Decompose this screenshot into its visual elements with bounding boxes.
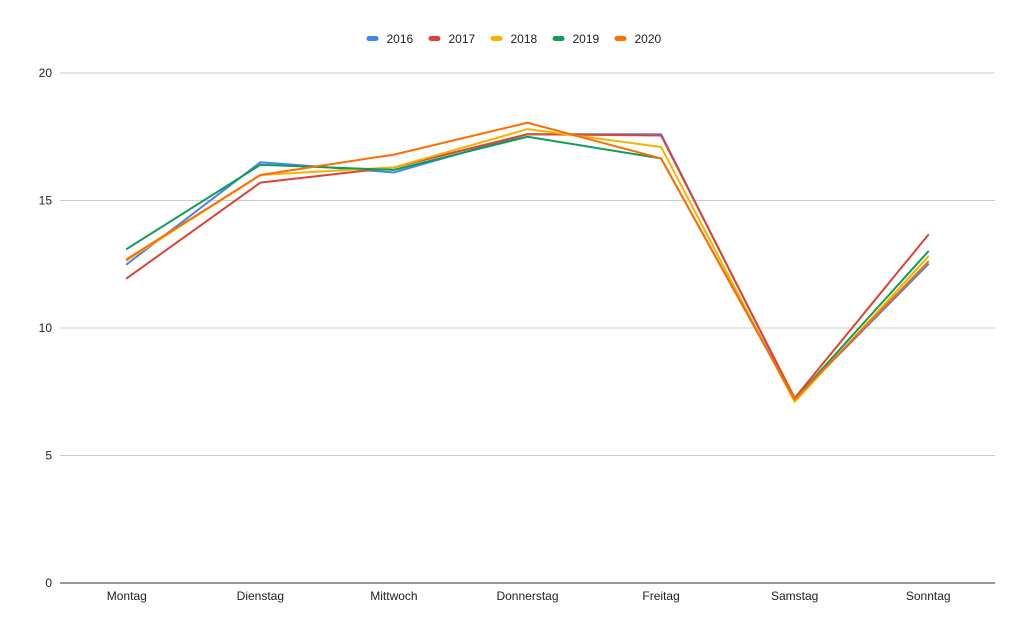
legend-label: 2016 <box>387 32 414 46</box>
legend-label: 2019 <box>573 32 600 46</box>
legend-item-2019: 2019 <box>552 32 600 46</box>
x-tick-label: Freitag <box>642 589 679 603</box>
legend-swatch <box>490 36 503 41</box>
series-line-2020 <box>125 121 930 401</box>
y-tick-label: 15 <box>39 194 53 208</box>
x-tick-label: Samstag <box>771 589 818 603</box>
series-line-2018 <box>125 128 930 403</box>
legend-swatch <box>366 36 379 41</box>
legend-label: 2017 <box>449 32 476 46</box>
legend-item-2016: 2016 <box>366 32 414 46</box>
legend-label: 2018 <box>511 32 538 46</box>
x-tick-label: Donnerstag <box>496 589 558 603</box>
x-tick-label: Mittwoch <box>370 589 417 603</box>
gridlines <box>60 72 995 456</box>
series-lines <box>125 121 930 403</box>
axes: 0 5 10 15 20 Montag Dienstag Mittwoch Donnerstag… <box>39 66 995 603</box>
y-tick-label: 10 <box>39 321 53 335</box>
legend-item-2017: 2017 <box>428 32 476 46</box>
legend: 2016 2017 2018 2019 2020 <box>366 32 662 46</box>
legend-item-2018: 2018 <box>490 32 538 46</box>
legend-swatch <box>614 36 627 41</box>
series-line-2019 <box>125 135 930 401</box>
legend-label: 2020 <box>635 32 662 46</box>
legend-item-2020: 2020 <box>614 32 662 46</box>
x-tick-label: Montag <box>107 589 147 603</box>
y-tick-label: 5 <box>45 449 52 463</box>
y-tick-label: 20 <box>39 66 53 80</box>
x-tick-label: Sonntag <box>906 589 951 603</box>
legend-swatch <box>552 36 565 41</box>
legend-swatch <box>428 36 441 41</box>
y-tick-label: 0 <box>45 576 52 590</box>
x-tick-label: Dienstag <box>237 589 284 603</box>
